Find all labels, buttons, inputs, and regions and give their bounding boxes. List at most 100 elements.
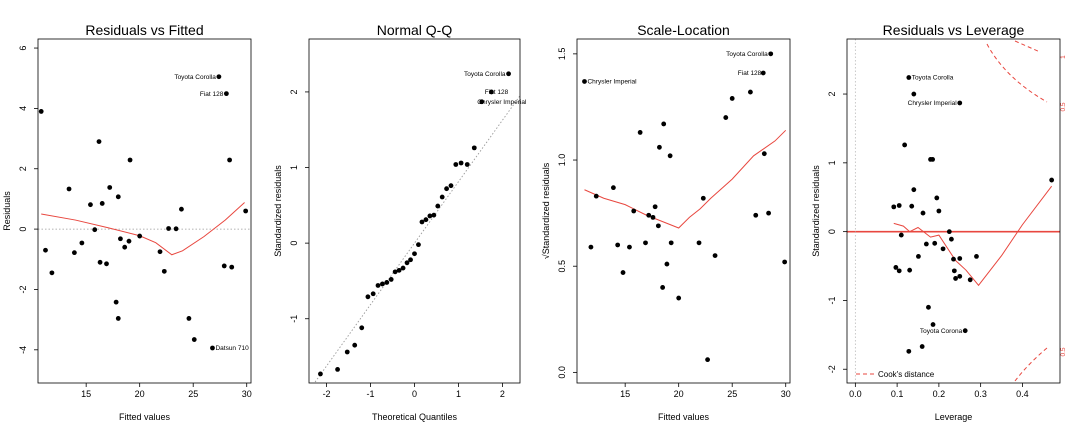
data-point (97, 259, 103, 265)
y-axis-label: Standardized residuals (273, 165, 283, 257)
point-label: Toyota Corolla (912, 75, 954, 82)
point-label: Fiat 128 (200, 91, 224, 98)
y-tick-label: 0.5 (557, 260, 567, 273)
data-point (974, 254, 979, 259)
y-tick-label: 0 (18, 227, 28, 232)
data-point (930, 322, 936, 327)
data-point (729, 96, 735, 101)
plot-frame (308, 38, 521, 384)
data-point (506, 71, 511, 77)
data-point (631, 208, 637, 214)
data-point (643, 240, 648, 246)
data-point (660, 285, 666, 290)
data-point (920, 210, 926, 216)
data-point (396, 267, 402, 273)
data-point (782, 259, 788, 265)
data-point (43, 247, 48, 253)
plot-frame (576, 38, 791, 384)
data-point (384, 280, 390, 285)
data-point (1049, 177, 1055, 183)
y-tick-label: 2 (827, 92, 837, 97)
data-point (435, 203, 441, 209)
cooks-distance-contour-05-lower (1014, 347, 1048, 382)
data-point (166, 226, 171, 231)
data-point (113, 299, 119, 305)
y-axis-label: Residuals (2, 191, 12, 231)
data-point (637, 130, 643, 135)
data-point (930, 157, 936, 162)
x-tick-label: -1 (367, 389, 375, 399)
data-point (439, 194, 445, 200)
data-point (588, 244, 594, 250)
data-point (335, 366, 340, 372)
data-point (66, 186, 72, 192)
panel-3: Scale-Location Fitted values √Standardized… (541, 22, 791, 422)
data-point (419, 219, 425, 225)
y-tick-label: -1 (827, 296, 837, 304)
data-point (615, 242, 621, 248)
data-point (932, 240, 938, 246)
data-point (400, 265, 406, 271)
data-point (627, 244, 632, 250)
data-point (191, 337, 197, 342)
x-tick-label: 20 (674, 389, 684, 399)
data-point (137, 233, 143, 239)
cooks-level-label: 1 (1060, 55, 1067, 59)
data-point (951, 256, 956, 262)
data-point (423, 217, 429, 223)
y-tick-label: 2 (289, 89, 299, 94)
plot-frame (37, 38, 252, 384)
x-tick-label: 0.1 (891, 389, 904, 399)
data-point (760, 70, 766, 76)
data-point (118, 236, 123, 242)
data-point (902, 142, 908, 148)
y-tick-label: -4 (18, 346, 28, 354)
data-point (620, 270, 626, 275)
data-point (444, 186, 449, 192)
data-point (655, 223, 661, 229)
point-label: Toyota Corona (920, 328, 963, 335)
data-point (582, 79, 587, 84)
data-point (107, 185, 113, 190)
data-point (712, 253, 718, 258)
x-tick-label: 15 (620, 389, 630, 399)
point-label: Toyota Corolla (174, 74, 216, 81)
y-tick-label: -2 (827, 365, 837, 373)
cooks-distance-contour-1 (1014, 40, 1041, 53)
x-tick-label: 0.3 (974, 389, 987, 399)
cooks-distance-contour-05-upper (986, 43, 1048, 103)
data-point (891, 204, 897, 210)
data-point (906, 348, 912, 354)
data-point (223, 91, 229, 97)
data-point (907, 267, 913, 273)
y-tick-label: 0 (827, 229, 837, 234)
data-point (127, 157, 133, 163)
plot-area (847, 39, 1060, 383)
data-point (761, 151, 767, 157)
plot-area (582, 51, 788, 363)
y-tick-label: 0 (289, 241, 299, 246)
data-point (359, 325, 365, 331)
data-point (115, 316, 121, 321)
data-point (962, 328, 968, 334)
y-tick-label: 4 (18, 106, 28, 111)
data-point (352, 342, 358, 348)
data-point (489, 89, 494, 95)
data-point (940, 246, 946, 252)
data-point (667, 153, 673, 159)
point-label: Chrysler Imperial (908, 100, 958, 107)
data-point (186, 316, 192, 321)
data-point (610, 185, 616, 191)
x-axis-label: Leverage (935, 412, 973, 422)
x-tick-label: 0 (412, 389, 417, 399)
data-point (934, 195, 940, 201)
x-tick-label: -2 (323, 389, 331, 399)
x-axis-label: Fitted values (658, 412, 710, 422)
data-point (71, 250, 77, 256)
data-point (957, 256, 963, 261)
cooks-level-label: 0.5 (1060, 347, 1067, 356)
data-point (668, 240, 674, 246)
data-point (392, 269, 398, 275)
data-point (696, 240, 702, 246)
